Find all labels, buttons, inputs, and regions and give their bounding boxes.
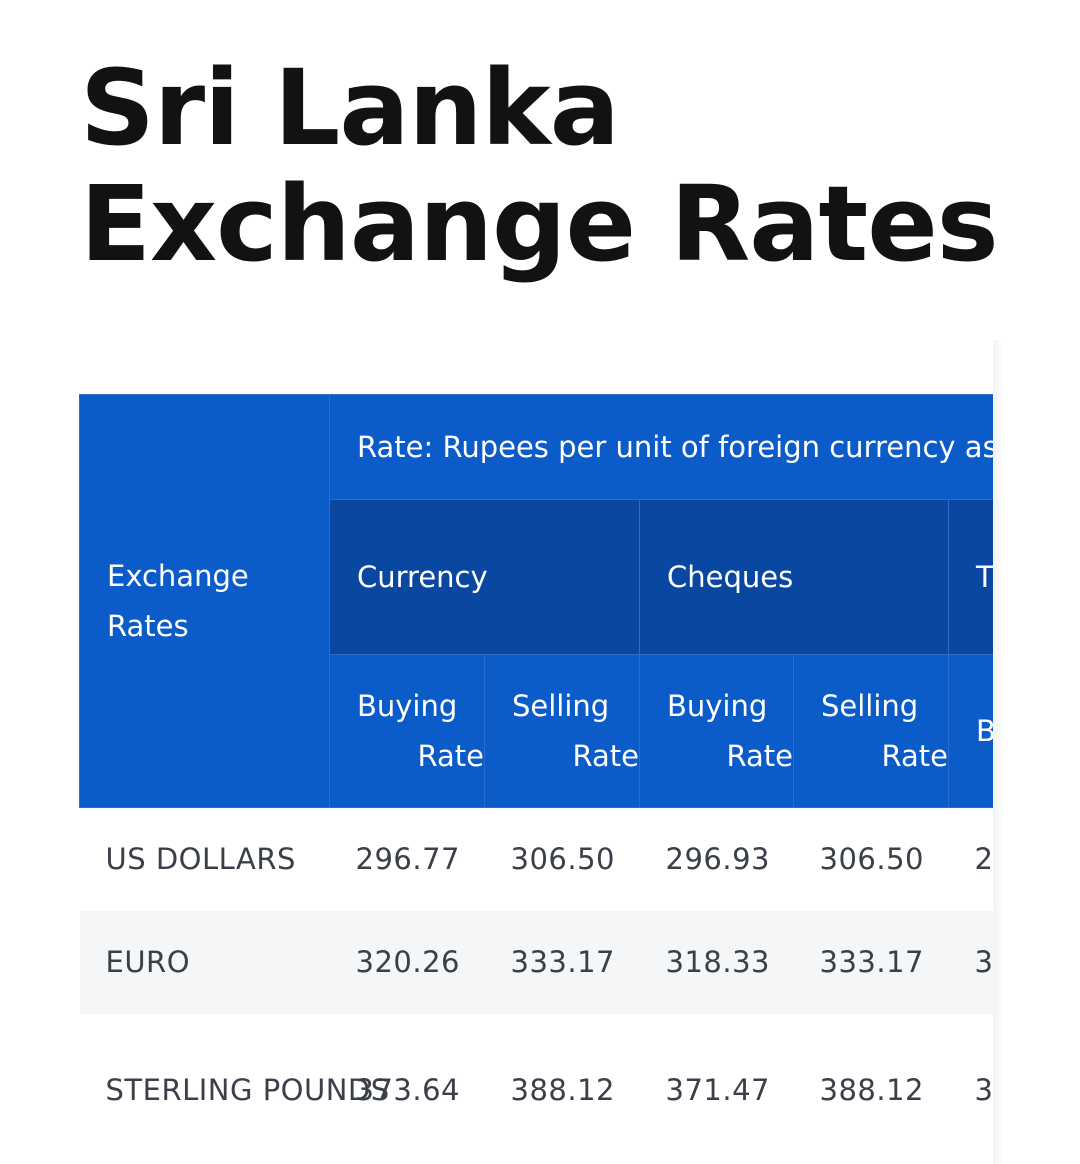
rate-cell: 333.17 [793,910,949,1014]
rate-cell: 3 [974,1072,993,1107]
table-row: EURO 320.26 333.17 318.33 333.17 3 [79,910,993,1014]
group-header-currency: Currency [329,499,640,655]
currency-name: EURO [79,910,330,1014]
subheader-currency-selling: Selling Rate [484,654,640,808]
subheader-tt-buying: B [947,654,993,808]
currency-name: STERLING POUNDS [105,1072,390,1107]
group-header-tt: T T [947,499,993,655]
rate-cell: 3 [948,910,993,1014]
rate-cell: 296.93 [665,842,770,877]
subheader-line1: Selling [821,689,919,723]
subheader-line1: Buying [357,689,458,723]
subheader-line2: Rate [572,739,640,773]
rate-caption-header: Rate: Rupees per unit of foreign currenc… [328,394,993,500]
corner-header: Exchange Rates [79,394,330,808]
rate-cell: 320.26 [329,910,485,1014]
table-row: US DOLLARS 296.77 306.50 296.93 306.50 2 [80,808,994,911]
rate-cell: 333.17 [484,910,640,1014]
subheader-cheques-selling: Selling Rate [793,654,949,808]
subheader-line2: Rate [726,739,794,773]
scroll-edge [993,340,1001,1164]
subheader-line1: B [976,714,993,748]
rate-cell: 318.33 [639,910,794,1014]
group-header-cheques: Cheques [639,499,949,655]
rate-cell: 306.50 [510,842,615,877]
subheader-line1: Buying [667,689,768,723]
table-row: STERLING POUNDS 373.64 388.12 371.47 388… [80,1014,994,1164]
rate-cell: 388.12 [510,1072,615,1107]
exchange-rates-table: Exchange Rates Rate: Rupees per unit of … [79,394,993,1164]
rate-cell: 2 [974,842,993,877]
rate-cell: 373.64 [355,1072,460,1107]
subheader-line2: Rate [417,739,485,773]
currency-name: US DOLLARS [105,842,296,877]
subheader-line2: Rate [881,739,949,773]
subheader-line1: Selling [512,689,610,723]
subheader-currency-buying: Buying Rate [329,654,485,808]
rate-cell: 371.47 [665,1072,770,1107]
page-title: Sri Lanka Exchange Rates [80,47,999,285]
exchange-rates-table-scroll[interactable]: Exchange Rates Rate: Rupees per unit of … [79,394,993,1164]
rate-cell: 296.77 [355,842,460,877]
rate-cell: 306.50 [819,842,924,877]
rate-cell: 388.12 [819,1072,924,1107]
group-header-tt-label: T T [976,560,993,594]
subheader-cheques-buying: Buying Rate [639,654,794,808]
